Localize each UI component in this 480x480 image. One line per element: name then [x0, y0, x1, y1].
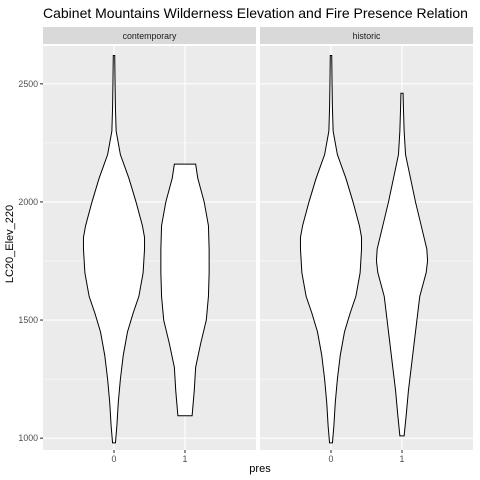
y-axis-title: LC20_Elev_220 [4, 205, 16, 283]
x-tick-label: 1 [400, 454, 405, 464]
y-tick-label: 2500 [18, 79, 38, 89]
violin-historic-1 [375, 92, 429, 437]
x-tick-label: 1 [183, 454, 188, 464]
y-tick-label: 2000 [18, 197, 38, 207]
facet-strip [43, 27, 256, 44]
panel-background [43, 46, 256, 450]
y-tick-label: 1000 [18, 433, 38, 443]
chart-title: Cabinet Mountains Wilderness Elevation a… [43, 5, 468, 21]
y-tick-label: 1500 [18, 315, 38, 325]
violin-historic-0 [299, 54, 363, 444]
facet-panel-historic: historic 0 1 [260, 27, 473, 464]
facet-strip-label: historic [353, 31, 381, 41]
violin-contemporary-0 [82, 54, 146, 444]
facet-strip-label: contemporary [123, 31, 177, 41]
violin-contemporary-1 [160, 163, 210, 417]
x-axis-title: pres [249, 463, 271, 475]
x-tick-label: 0 [329, 454, 334, 464]
facet-panels: contemporary 0 1 historic 0 1 [43, 27, 473, 464]
facet-panel-contemporary: contemporary 0 1 [43, 27, 256, 464]
panel-background [260, 46, 473, 450]
x-tick-label: 0 [112, 454, 117, 464]
facet-strip [260, 27, 473, 44]
y-axis: 1000 1500 2000 2500 [18, 79, 43, 443]
